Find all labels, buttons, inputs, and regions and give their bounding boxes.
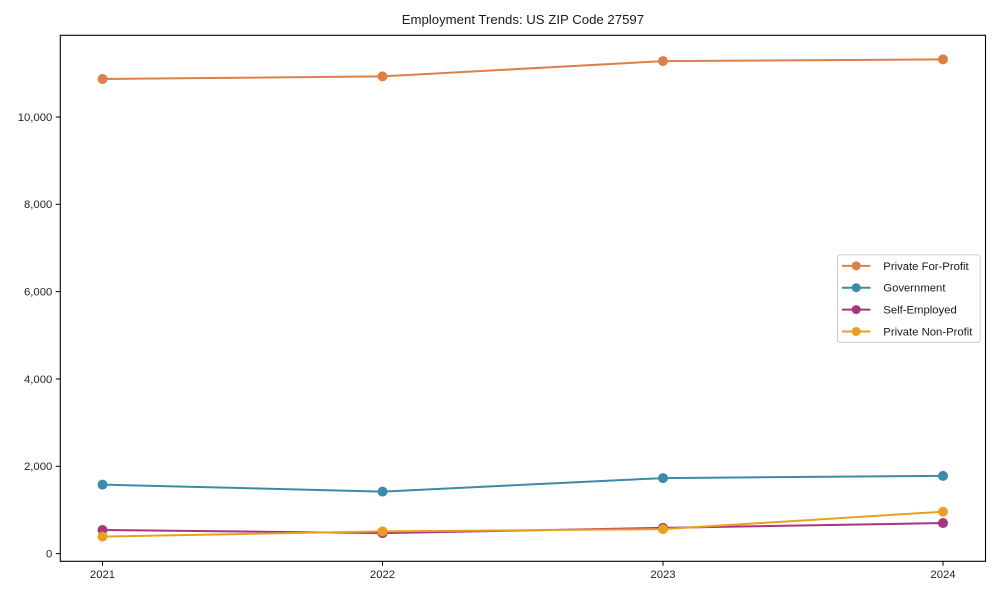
- svg-text:2,000: 2,000: [24, 461, 52, 473]
- svg-text:2024: 2024: [930, 569, 955, 581]
- svg-text:Private For-Profit: Private For-Profit: [883, 261, 969, 273]
- svg-text:6,000: 6,000: [24, 287, 52, 299]
- svg-text:2023: 2023: [650, 569, 675, 581]
- svg-text:0: 0: [46, 549, 52, 561]
- svg-text:2022: 2022: [370, 569, 395, 581]
- svg-text:2021: 2021: [90, 569, 115, 581]
- svg-text:Government: Government: [883, 283, 946, 295]
- svg-text:4,000: 4,000: [24, 374, 52, 386]
- svg-text:Private Non-Profit: Private Non-Profit: [883, 326, 973, 338]
- svg-text:8,000: 8,000: [24, 199, 52, 211]
- svg-text:10,000: 10,000: [18, 112, 53, 124]
- svg-text:Self-Employed: Self-Employed: [883, 305, 956, 317]
